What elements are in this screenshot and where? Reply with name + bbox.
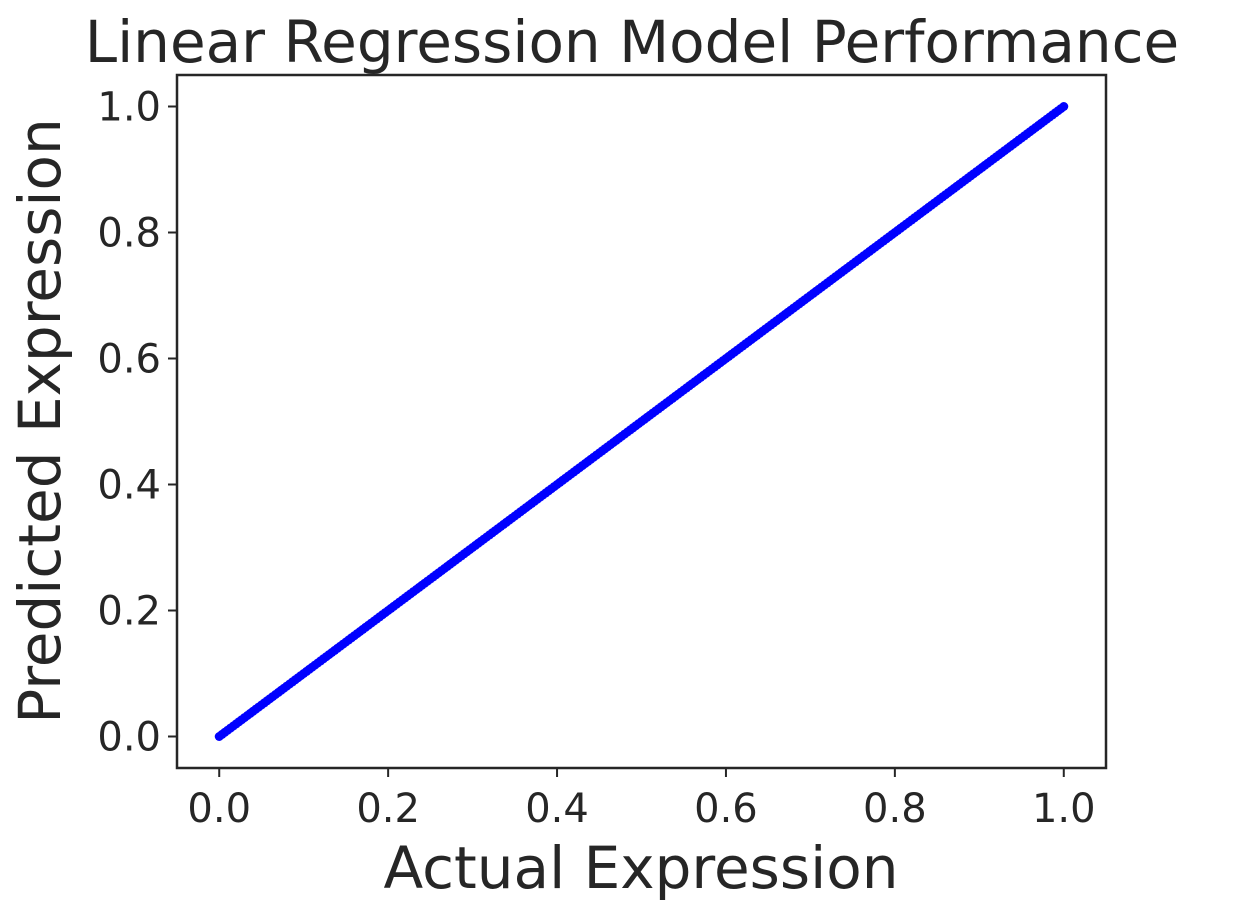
y-tick-label: 0.4 — [97, 463, 161, 509]
data-points — [214, 102, 1069, 741]
chart-title: Linear Regression Model Performance — [85, 8, 1180, 76]
x-axis-label: Actual Expression — [384, 834, 899, 902]
x-tick-label: 0.4 — [525, 786, 589, 832]
x-tick-label: 0.0 — [187, 786, 251, 832]
y-axis-ticks: 0.0 0.2 0.4 0.6 0.8 1.0 — [97, 85, 177, 761]
y-tick-label: 0.8 — [97, 211, 161, 257]
x-tick-label: 0.6 — [694, 786, 758, 832]
x-tick-label: 1.0 — [1032, 786, 1096, 832]
y-tick-label: 0.6 — [97, 337, 161, 383]
y-tick-label: 0.2 — [97, 589, 161, 635]
y-tick-label: 1.0 — [97, 85, 161, 131]
x-axis-ticks: 0.0 0.2 0.4 0.6 0.8 1.0 — [187, 768, 1096, 832]
y-tick-label: 0.0 — [97, 715, 161, 761]
plot-frame — [175, 73, 1108, 770]
y-axis-label: Predicted Expression — [6, 118, 74, 724]
data-point — [1059, 102, 1069, 111]
x-tick-label: 0.8 — [863, 786, 927, 832]
x-tick-label: 0.2 — [356, 786, 420, 832]
